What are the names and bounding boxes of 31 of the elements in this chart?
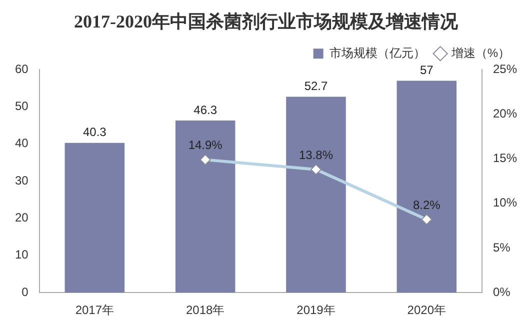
x-tick-label: 2018年 xyxy=(186,303,225,318)
y2-tick-label: 20% xyxy=(492,106,518,121)
data-label: 52.7 xyxy=(304,79,328,94)
y-tick-label: 30 xyxy=(14,173,29,188)
y2-tick-label: 5% xyxy=(492,240,511,254)
x-tick-label: 2020年 xyxy=(407,303,446,318)
x-tick-label: 2019年 xyxy=(296,303,336,318)
data-label: 46.3 xyxy=(194,102,218,117)
data-label: 57 xyxy=(420,63,434,78)
legend-label: 市场规模（亿元） xyxy=(329,46,426,60)
y-tick-label: 50 xyxy=(14,99,29,114)
bar xyxy=(175,120,236,293)
y-tick-label: 20 xyxy=(14,210,29,225)
bar xyxy=(396,80,457,293)
bar xyxy=(64,142,125,293)
data-label: 8.2% xyxy=(412,198,441,212)
legend-label: 增速（%） xyxy=(450,46,510,60)
y-tick-label: 60 xyxy=(14,62,29,76)
y-tick-label: 0 xyxy=(22,284,29,299)
y2-tick-label: 25% xyxy=(492,62,518,76)
chart-title: 2017-2020年中国杀菌剂行业市场规模及增速情况 xyxy=(74,11,459,32)
data-label: 14.9% xyxy=(188,138,223,152)
x-tick-label: 2017年 xyxy=(75,303,114,318)
bar xyxy=(286,96,346,293)
data-label: 13.8% xyxy=(298,148,334,162)
y-tick-label: 40 xyxy=(14,136,29,150)
y2-tick-label: 15% xyxy=(492,151,518,166)
y-tick-label: 10 xyxy=(14,248,29,262)
y2-tick-label: 0% xyxy=(492,284,511,299)
y2-tick-label: 10% xyxy=(492,196,518,210)
data-label: 40.3 xyxy=(82,125,107,140)
